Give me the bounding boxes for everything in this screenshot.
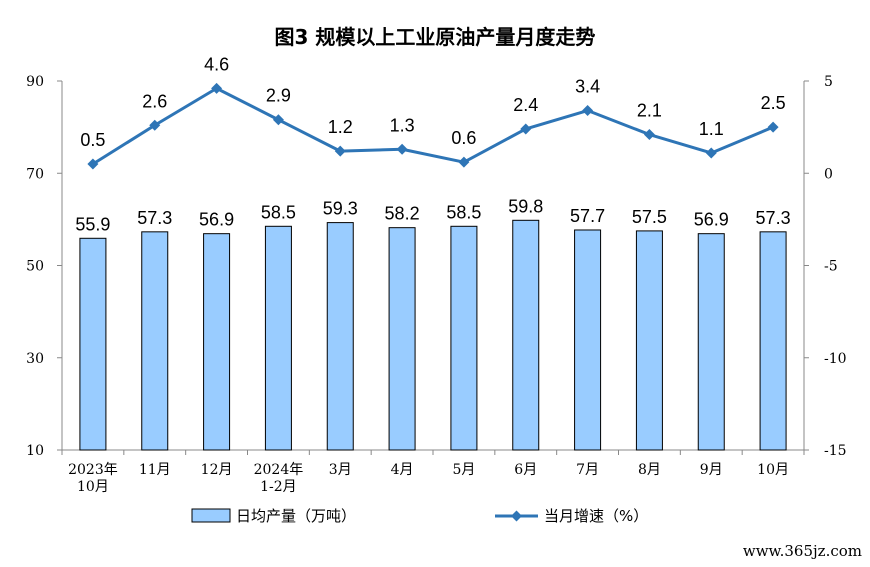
x-tick-label: 2023年 10月 xyxy=(68,462,118,495)
bar-value-label: 58.5 xyxy=(446,202,481,222)
line-value-label: 1.3 xyxy=(390,115,415,135)
bar-value-labels: 55.9 57.3 56.9 58.5 59.3 58.2 58.5 59.8 57.7 57.5… xyxy=(75,196,790,234)
line-value-label: 2.9 xyxy=(266,86,291,106)
legend-line-label: 当月增速（%） xyxy=(544,507,648,525)
line-value-label: 3.4 xyxy=(575,77,600,97)
x-tick-label: 3月 xyxy=(329,462,352,478)
right-tick-label: -15 xyxy=(824,443,847,459)
bar-value-label: 59.8 xyxy=(508,196,543,216)
legend-bar-swatch xyxy=(191,508,231,523)
right-tick-label: -5 xyxy=(824,259,838,275)
bar-value-label: 57.5 xyxy=(632,207,667,227)
line-point xyxy=(87,158,99,170)
right-tick-label: 0 xyxy=(824,166,833,182)
x-tick-label: 5月 xyxy=(452,462,475,478)
line-point xyxy=(334,145,346,157)
left-tick-label: 70 xyxy=(26,166,44,182)
line-point xyxy=(520,123,532,135)
bar xyxy=(326,222,354,451)
bar xyxy=(759,231,787,451)
x-tick-label: 10月 xyxy=(757,462,789,478)
x-axis: 2023年 10月 11月 12月 2024年 1-2月 3月 4月 5月 6月 7月 8月 9月 10月 xyxy=(61,449,805,495)
line-value-label: 2.6 xyxy=(142,91,167,111)
line-path xyxy=(92,86,774,166)
x-tick-label: 8月 xyxy=(638,462,661,478)
x-tick-label: 12月 xyxy=(201,462,233,478)
left-tick-label: 50 xyxy=(26,259,44,275)
line-value-label: 0.6 xyxy=(451,128,476,148)
bar-value-label: 59.3 xyxy=(323,199,358,219)
legend: 日均产量（万吨） 当月增速（%） xyxy=(191,507,648,525)
bar xyxy=(512,219,540,451)
left-axis: 10 30 50 70 90 xyxy=(26,74,63,459)
line-value-label: 2.5 xyxy=(761,93,786,113)
watermark: www.365jz.com xyxy=(743,542,862,560)
bar-value-label: 58.5 xyxy=(261,202,296,222)
line-value-label: 2.4 xyxy=(513,95,538,115)
bar-value-label: 55.9 xyxy=(75,214,110,234)
right-tick-label: 5 xyxy=(824,74,833,90)
bar xyxy=(388,227,416,451)
bar xyxy=(264,225,292,451)
left-tick-label: 10 xyxy=(26,443,44,459)
x-tick-label: 2024年 1-2月 xyxy=(254,462,304,495)
line-value-labels: 0.5 2.6 4.6 2.9 1.2 1.3 0.6 2.4 3.4 2.1 1.1 2.5 xyxy=(80,54,785,150)
left-tick-label: 30 xyxy=(26,351,44,367)
bar-value-label: 57.3 xyxy=(756,208,791,228)
line-point xyxy=(149,119,161,131)
line-point xyxy=(211,82,223,94)
bar xyxy=(141,231,169,451)
line-point xyxy=(767,121,779,133)
line-point xyxy=(272,114,284,126)
bar xyxy=(79,237,107,451)
x-tick-label: 4月 xyxy=(391,462,414,478)
bar xyxy=(697,233,725,451)
bar-value-label: 56.9 xyxy=(694,210,729,230)
x-tick-label: 6月 xyxy=(514,462,537,478)
line-value-label: 0.5 xyxy=(80,130,105,150)
line-point xyxy=(705,147,717,159)
bar-value-label: 57.7 xyxy=(570,206,605,226)
chart-title: 图3 规模以上工业原油产量月度走势 xyxy=(275,25,596,49)
right-tick-label: -10 xyxy=(824,351,847,367)
bar xyxy=(574,229,602,451)
legend-bar-label: 日均产量（万吨） xyxy=(236,507,356,525)
bar-value-label: 57.3 xyxy=(137,208,172,228)
legend-line-marker xyxy=(511,510,522,522)
bar xyxy=(450,225,478,451)
line-point xyxy=(458,156,470,168)
left-tick-label: 90 xyxy=(26,74,44,90)
bar-value-label: 56.9 xyxy=(199,210,234,230)
right-axis: -15 -10 -5 0 5 xyxy=(803,74,847,459)
x-tick-label: 9月 xyxy=(700,462,723,478)
line-point xyxy=(582,105,594,117)
line-point xyxy=(396,143,408,155)
line-point xyxy=(643,129,655,141)
x-tick-label: 11月 xyxy=(139,462,171,478)
bar-series xyxy=(79,219,787,451)
x-tick-label: 7月 xyxy=(576,462,599,478)
line-value-label: 1.1 xyxy=(699,119,724,139)
bar xyxy=(635,230,663,451)
line-value-label: 4.6 xyxy=(204,54,229,74)
line-value-label: 1.2 xyxy=(328,117,353,137)
bar-value-label: 58.2 xyxy=(385,204,420,224)
bar xyxy=(203,233,231,451)
line-value-label: 2.1 xyxy=(637,101,662,121)
line-series xyxy=(87,82,779,170)
